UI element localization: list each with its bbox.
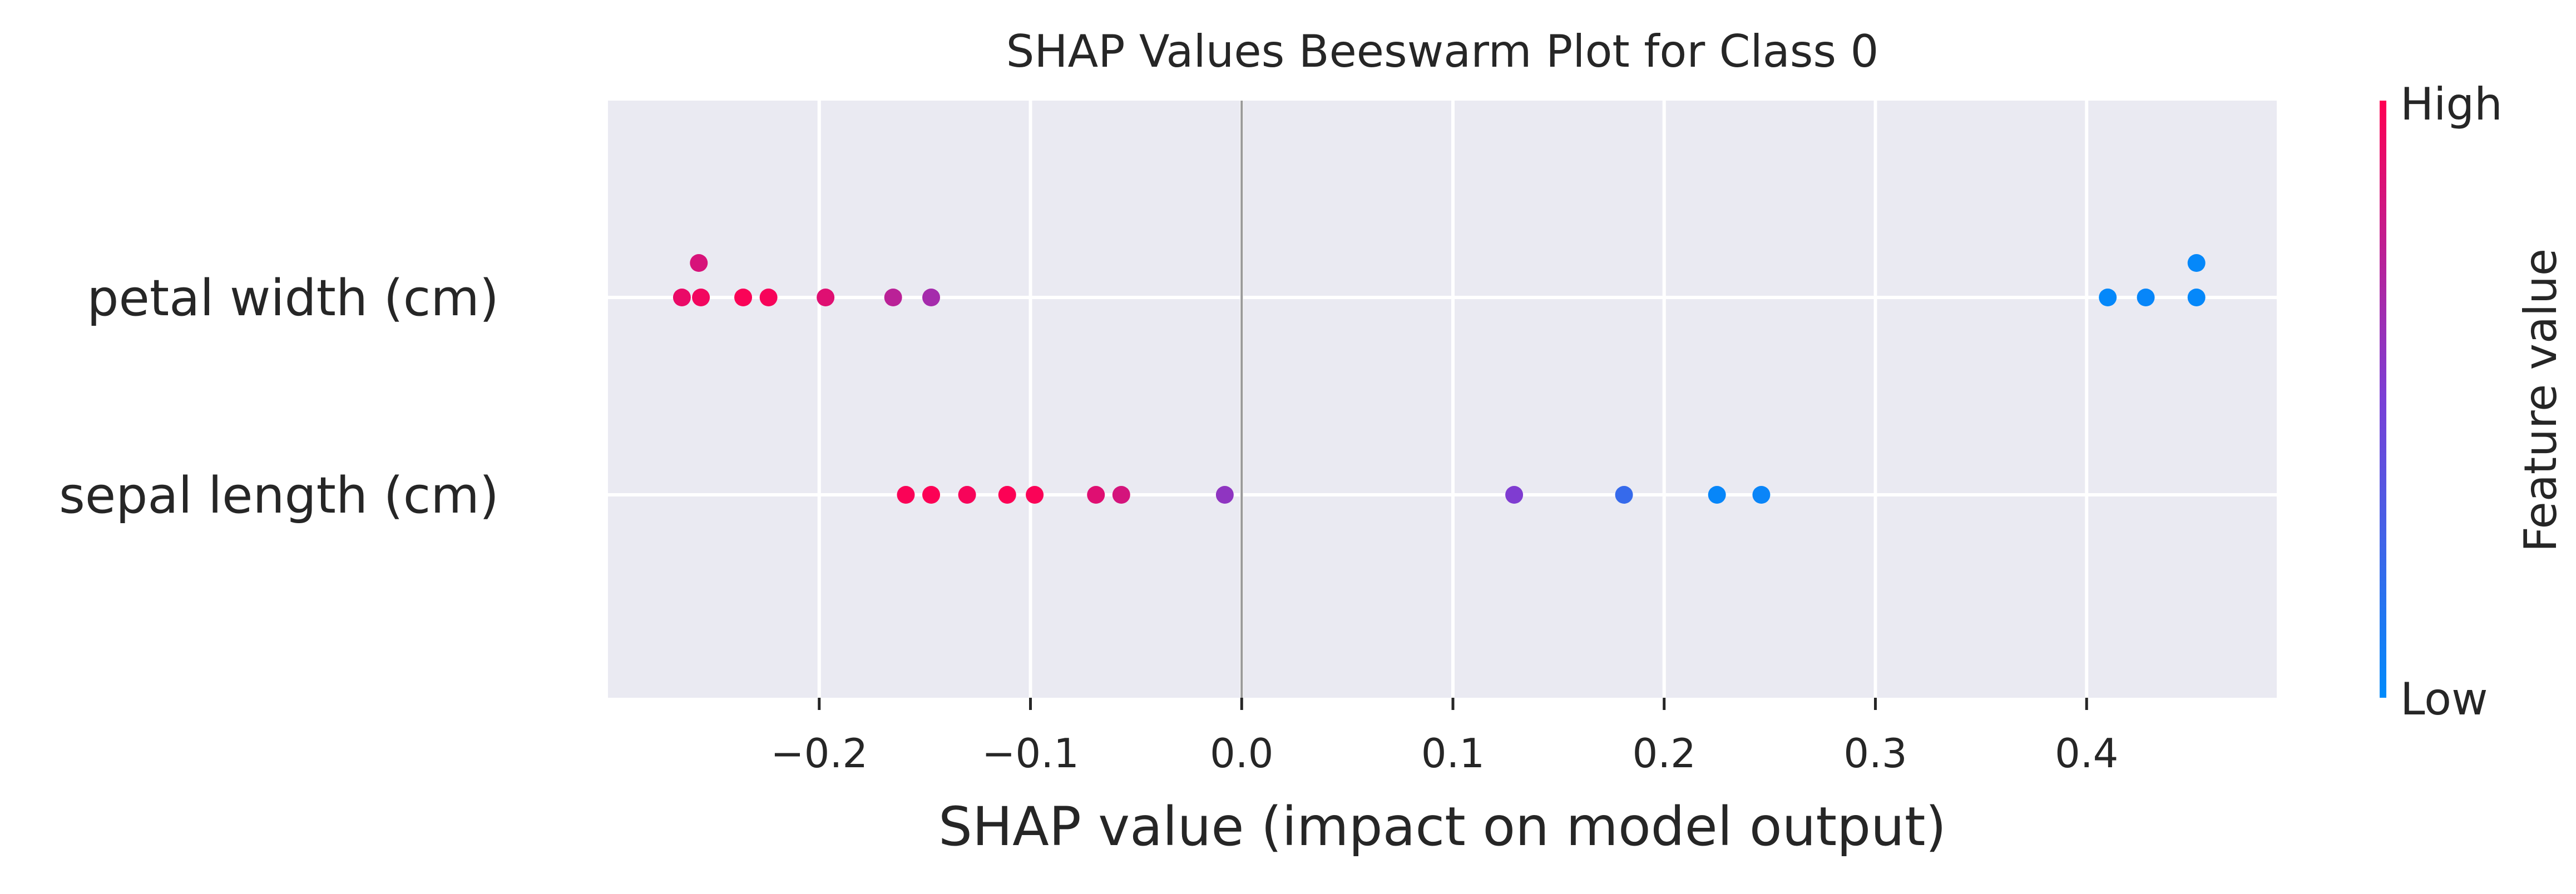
- x-tick-label: −0.1: [982, 730, 1079, 777]
- shap-point: [1215, 486, 1234, 504]
- x-tick-label: 0.2: [1632, 730, 1696, 777]
- x-tick-label: 0.0: [1210, 730, 1274, 777]
- shap-point: [690, 254, 708, 272]
- shap-point: [922, 486, 941, 504]
- shap-point: [897, 486, 915, 504]
- points-layer: [673, 254, 2206, 504]
- colorbar-high-label: High: [2400, 78, 2503, 130]
- colorbar-title: Feature value: [2515, 249, 2567, 552]
- shap-point: [2187, 289, 2206, 306]
- x-tick-label: 0.1: [1421, 730, 1485, 777]
- shap-point: [1112, 486, 1130, 504]
- shap-point: [884, 289, 902, 306]
- feature-label: sepal length (cm): [59, 466, 499, 525]
- shap-point: [1505, 486, 1524, 504]
- shap-point: [2099, 289, 2117, 306]
- shap-point: [1615, 486, 1633, 504]
- grid-layer: [608, 101, 2277, 698]
- shap-point: [817, 289, 835, 306]
- shap-point: [922, 289, 941, 306]
- colorbar-low-label: Low: [2400, 673, 2488, 725]
- shap-point: [1752, 486, 1771, 504]
- x-tick-label: −0.2: [770, 730, 868, 777]
- feature-label-layer: petal width (cm) sepal length (cm): [59, 269, 499, 525]
- shap-point: [2187, 254, 2206, 272]
- shap-point: [734, 289, 753, 306]
- shap-point: [1087, 486, 1105, 504]
- shap-point: [673, 289, 691, 306]
- x-tick-label: 0.3: [1843, 730, 1907, 777]
- colorbar: [2380, 101, 2386, 698]
- feature-label: petal width (cm): [87, 269, 499, 327]
- shap-point: [2137, 289, 2155, 306]
- shap-point: [759, 289, 778, 306]
- shap-point: [1708, 486, 1726, 504]
- x-axis-label: SHAP value (impact on model output): [938, 796, 1946, 858]
- shap-point: [692, 289, 710, 306]
- chart-title: SHAP Values Beeswarm Plot for Class 0: [1006, 26, 1879, 77]
- shap-point: [958, 486, 976, 504]
- plot-background: [608, 101, 2277, 698]
- x-tick-layer: −0.2 −0.1 0.0 0.1 0.2 0.3 0.4: [770, 698, 2118, 777]
- shap-point: [998, 486, 1016, 504]
- x-tick-label: 0.4: [2055, 730, 2119, 777]
- shap-point: [1026, 486, 1044, 504]
